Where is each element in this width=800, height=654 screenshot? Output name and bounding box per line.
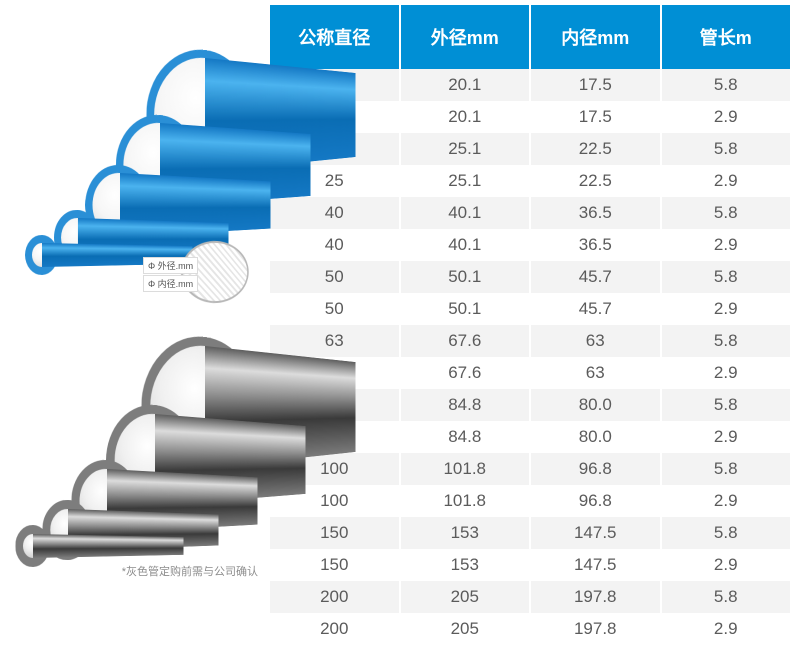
table-cell: 80.0 bbox=[531, 389, 660, 421]
table-cell: 5.8 bbox=[662, 325, 791, 357]
table-cell: 63 bbox=[531, 325, 660, 357]
table-cell: 101.8 bbox=[401, 453, 530, 485]
table-cell: 2.9 bbox=[662, 421, 791, 453]
table-cell: 5.8 bbox=[662, 133, 791, 165]
col-header-outer: 外径mm bbox=[401, 5, 530, 69]
table-cell: 153 bbox=[401, 549, 530, 581]
inner-diameter-label: Φ 内径.mm bbox=[143, 275, 198, 292]
table-cell: 40 bbox=[270, 229, 399, 261]
table-cell: 84.8 bbox=[401, 389, 530, 421]
outer-diameter-label: Φ 外径.mm bbox=[143, 257, 198, 274]
table-cell: 2.9 bbox=[662, 549, 791, 581]
table-cell: 2.9 bbox=[662, 165, 791, 197]
table-cell: 5.8 bbox=[662, 517, 791, 549]
table-cell: 50 bbox=[270, 261, 399, 293]
pipe-icon bbox=[25, 234, 58, 275]
table-cell: 40.1 bbox=[401, 197, 530, 229]
table-cell: 2.9 bbox=[662, 357, 791, 389]
table-cell: 40 bbox=[270, 197, 399, 229]
table-cell: 84.8 bbox=[401, 421, 530, 453]
table-row: 5050.145.75.8 bbox=[270, 261, 790, 293]
table-cell: 2.9 bbox=[662, 485, 791, 517]
table-row: 4040.136.52.9 bbox=[270, 229, 790, 261]
table-row: 150153147.55.8 bbox=[270, 517, 790, 549]
table-cell: 50.1 bbox=[401, 261, 530, 293]
table-row: 150153147.52.9 bbox=[270, 549, 790, 581]
table-cell: 50.1 bbox=[401, 293, 530, 325]
col-header-nominal: 公称直径 bbox=[270, 5, 399, 69]
table-row: 200205197.82.9 bbox=[270, 613, 790, 645]
table-cell: 147.5 bbox=[531, 549, 660, 581]
grey-pipes-illustration: *灰色管定购前需与公司确认 bbox=[0, 345, 260, 575]
table-cell: 17.5 bbox=[531, 69, 660, 101]
table-cell: 5.8 bbox=[662, 453, 791, 485]
table-cell: 17.5 bbox=[531, 101, 660, 133]
table-row: 2525.122.52.9 bbox=[270, 165, 790, 197]
table-cell: 80.0 bbox=[531, 421, 660, 453]
table-cell: 36.5 bbox=[531, 197, 660, 229]
table-row: 5050.145.72.9 bbox=[270, 293, 790, 325]
spec-table-head: 公称直径 外径mm 内径mm 管长m bbox=[270, 5, 790, 69]
table-cell: 200 bbox=[270, 581, 399, 613]
table-cell: 5.8 bbox=[662, 197, 791, 229]
table-cell: 150 bbox=[270, 549, 399, 581]
page-layout: Φ 外径.mm Φ 内径.mm *灰色管定购前需与公司确认 公称直径 外径mm … bbox=[0, 0, 800, 654]
table-cell: 40.1 bbox=[401, 229, 530, 261]
table-cell: 205 bbox=[401, 581, 530, 613]
table-cell: 5.8 bbox=[662, 389, 791, 421]
table-cell: 2.9 bbox=[662, 229, 791, 261]
table-cell: 25.1 bbox=[401, 133, 530, 165]
table-row: 100101.896.85.8 bbox=[270, 453, 790, 485]
table-cell: 200 bbox=[270, 613, 399, 645]
table-cell: 153 bbox=[401, 517, 530, 549]
table-cell: 197.8 bbox=[531, 613, 660, 645]
table-cell: 20.1 bbox=[401, 101, 530, 133]
table-row: 6367.6635.8 bbox=[270, 325, 790, 357]
diameter-diagram: Φ 外径.mm Φ 内径.mm bbox=[148, 245, 263, 305]
table-cell: 50 bbox=[270, 293, 399, 325]
table-cell: 25.1 bbox=[401, 165, 530, 197]
table-cell: 205 bbox=[401, 613, 530, 645]
table-cell: 45.7 bbox=[531, 261, 660, 293]
table-cell: 147.5 bbox=[531, 517, 660, 549]
table-cell: 150 bbox=[270, 517, 399, 549]
table-row: 100101.896.82.9 bbox=[270, 485, 790, 517]
table-cell: 2.9 bbox=[662, 293, 791, 325]
table-cell: 5.8 bbox=[662, 69, 791, 101]
table-cell: 63 bbox=[270, 325, 399, 357]
table-cell: 96.8 bbox=[531, 453, 660, 485]
table-row: 4040.136.55.8 bbox=[270, 197, 790, 229]
grey-pipe-note: *灰色管定购前需与公司确认 bbox=[122, 563, 258, 579]
table-row: 200205197.85.8 bbox=[270, 581, 790, 613]
pipe-icon bbox=[15, 524, 49, 567]
table-cell: 22.5 bbox=[531, 133, 660, 165]
table-cell: 63 bbox=[531, 357, 660, 389]
table-cell: 197.8 bbox=[531, 581, 660, 613]
table-cell: 101.8 bbox=[401, 485, 530, 517]
blue-pipes-illustration: Φ 外径.mm Φ 内径.mm bbox=[0, 60, 260, 290]
col-header-inner: 内径mm bbox=[531, 5, 660, 69]
illustration-column: Φ 外径.mm Φ 内径.mm *灰色管定购前需与公司确认 bbox=[0, 0, 268, 654]
table-cell: 96.8 bbox=[531, 485, 660, 517]
table-cell: 5.8 bbox=[662, 581, 791, 613]
table-cell: 5.8 bbox=[662, 261, 791, 293]
table-cell: 2.9 bbox=[662, 613, 791, 645]
table-cell: 36.5 bbox=[531, 229, 660, 261]
table-cell: 67.6 bbox=[401, 357, 530, 389]
table-cell: 22.5 bbox=[531, 165, 660, 197]
table-cell: 20.1 bbox=[401, 69, 530, 101]
table-cell: 2.9 bbox=[662, 101, 791, 133]
table-cell: 67.6 bbox=[401, 325, 530, 357]
col-header-length: 管长m bbox=[662, 5, 791, 69]
table-cell: 45.7 bbox=[531, 293, 660, 325]
